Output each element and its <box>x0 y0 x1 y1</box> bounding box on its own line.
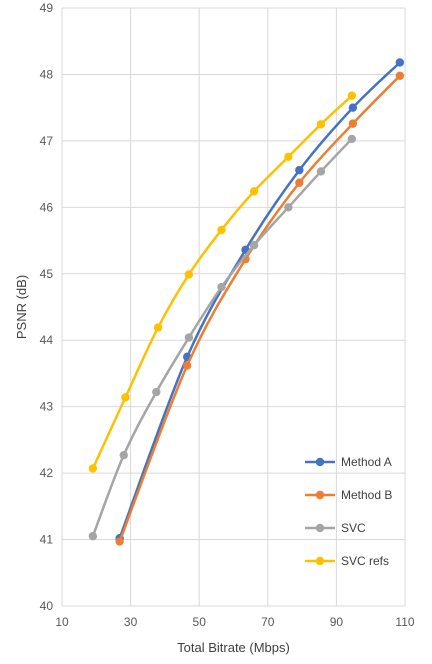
data-point-svc-refs <box>184 270 194 279</box>
data-point-svc-refs <box>316 120 326 129</box>
legend-item-method-b: Method B <box>305 488 392 502</box>
y-tick-label: 41 <box>40 533 54 547</box>
data-point-method-a <box>295 165 304 175</box>
gridlines <box>61 7 406 607</box>
data-point-method-b <box>182 361 192 370</box>
x-tick-label: 70 <box>261 615 275 629</box>
series-svc-refs <box>88 91 357 473</box>
data-point-svc-refs <box>217 225 226 235</box>
legend-item-svc-refs: SVC refs <box>305 554 389 568</box>
series-svc <box>88 134 357 541</box>
data-point-method-b <box>295 178 304 187</box>
legend-label: Method A <box>341 455 392 469</box>
y-tick-label: 43 <box>40 400 54 414</box>
data-point-svc <box>88 532 98 541</box>
legend-label: SVC <box>341 521 366 535</box>
series-lines <box>88 58 405 546</box>
data-point-svc-refs <box>347 91 357 100</box>
data-point-method-b <box>395 71 405 80</box>
x-tick-label: 50 <box>193 615 207 629</box>
legend-item-method-a: Method A <box>305 455 392 469</box>
x-axis-title: Total Bitrate (Mbps) <box>177 640 290 655</box>
y-tick-label: 49 <box>40 1 54 15</box>
data-point-method-a <box>348 103 358 112</box>
tick-labels: 40 41 42 43 44 45 46 47 48 49 10 30 50 70 90 110 <box>40 1 415 629</box>
data-point-svc-refs <box>121 393 130 402</box>
y-tick-label: 42 <box>40 466 54 480</box>
y-tick-label: 48 <box>40 67 54 81</box>
legend-swatch-marker <box>315 457 325 467</box>
y-tick-label: 47 <box>40 134 54 148</box>
data-point-svc <box>249 241 259 250</box>
x-tick-label: 30 <box>124 615 138 629</box>
data-point-svc <box>152 387 161 397</box>
data-point-svc <box>316 167 326 176</box>
legend-swatch-marker <box>315 556 325 566</box>
data-point-svc <box>217 282 226 292</box>
data-point-svc <box>184 333 194 342</box>
data-point-svc <box>119 450 128 460</box>
legend-item-svc: SVC <box>305 521 366 535</box>
data-point-svc-refs <box>284 152 293 162</box>
x-tick-label: 10 <box>55 615 69 629</box>
data-point-svc-refs <box>88 464 98 473</box>
data-point-method-b <box>115 537 124 546</box>
y-tick-label: 44 <box>40 333 54 347</box>
legend-swatch-marker <box>315 490 325 500</box>
y-tick-label: 46 <box>40 200 54 214</box>
series-line-method-b <box>118 74 402 543</box>
legend-swatch-marker <box>315 523 325 533</box>
y-tick-label: 40 <box>40 599 54 613</box>
data-point-svc <box>347 134 357 144</box>
data-point-svc-refs <box>249 187 259 196</box>
data-point-svc <box>284 203 293 212</box>
x-tick-label: 110 <box>395 615 414 629</box>
data-point-method-a <box>395 58 405 67</box>
legend: Method A Method B SVC SVC refs <box>305 455 392 568</box>
series-line-svc <box>91 137 354 538</box>
series-method-a <box>115 58 405 543</box>
y-tick-label: 45 <box>40 267 54 281</box>
data-point-svc-refs <box>153 323 163 332</box>
data-point-method-b <box>348 119 358 128</box>
y-axis-title: PSNR (dB) <box>14 275 29 339</box>
x-tick-label: 90 <box>330 615 344 629</box>
legend-label: SVC refs <box>341 554 389 568</box>
series-method-b <box>115 71 405 546</box>
legend-label: Method B <box>341 488 392 502</box>
